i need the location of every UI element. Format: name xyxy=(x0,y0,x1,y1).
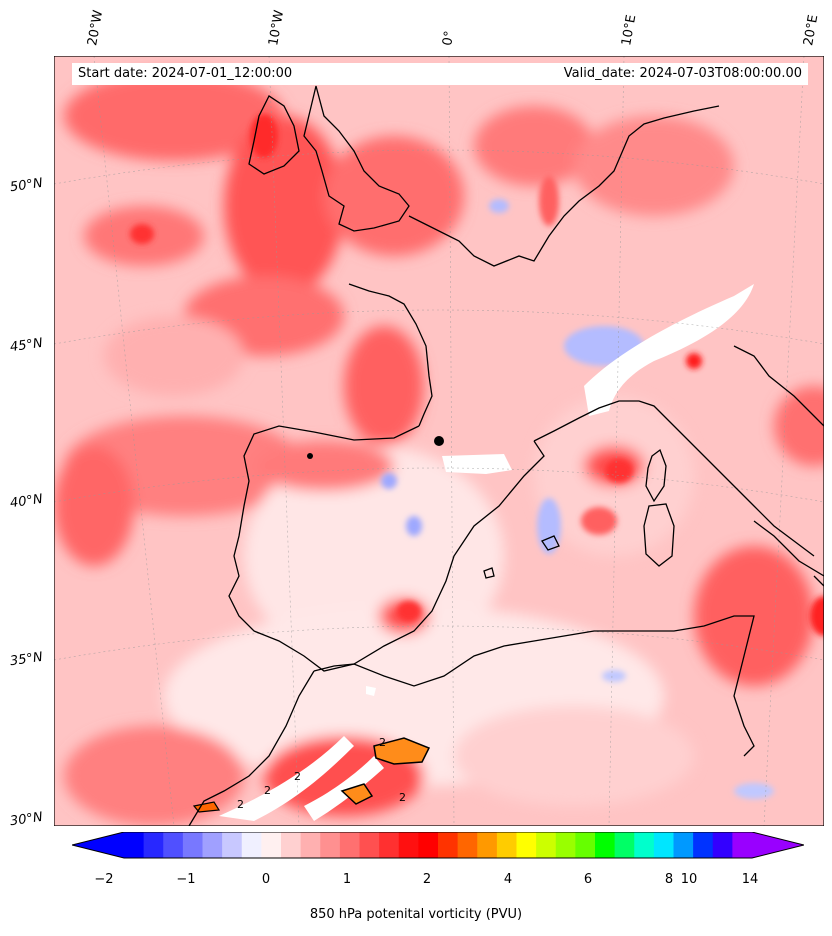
colorbar-segment xyxy=(575,832,596,858)
lon-label-10w: 10°W xyxy=(266,9,288,48)
marker-dot xyxy=(307,453,313,459)
colorbar-segment xyxy=(595,832,616,858)
colorbar-segment xyxy=(614,832,635,858)
coastlines xyxy=(188,85,824,826)
colorbar-segment xyxy=(457,832,478,858)
colorbar-segment xyxy=(339,832,360,858)
colorbar-tick-label: 10 xyxy=(680,872,698,887)
pv-map: 2 2 2 2 2 xyxy=(54,56,824,826)
colorbar-segment xyxy=(182,832,203,858)
colorbar-segment xyxy=(732,832,753,858)
colorbar-extend-min xyxy=(72,832,124,858)
colorbar-tick-label: −1 xyxy=(176,872,196,887)
colorbar-segment xyxy=(359,832,380,858)
colorbar-segment xyxy=(124,832,145,858)
lon-label-10e: 10°E xyxy=(619,13,640,47)
lon-label-20w: 20°W xyxy=(85,9,107,48)
graticule xyxy=(54,56,824,826)
colorbar-tick-label: 8 xyxy=(664,872,674,887)
colorbar-segment xyxy=(673,832,694,858)
marker-dot xyxy=(434,436,444,446)
colorbar xyxy=(72,832,804,859)
colorbar-segment xyxy=(536,832,557,858)
colorbar-segment xyxy=(222,832,243,858)
colorbar-segment xyxy=(379,832,400,858)
colorbar-segment xyxy=(202,832,223,858)
colorbar-segment xyxy=(634,832,655,858)
terrain-mask xyxy=(219,284,754,821)
colorbar-tick-label: 4 xyxy=(503,872,513,887)
contour-label: 2 xyxy=(399,791,406,804)
colorbar-segment xyxy=(418,832,439,858)
negative-pv-patches xyxy=(381,199,774,799)
colorbar-segment xyxy=(712,832,733,858)
lat-label-30n: 30°N xyxy=(9,809,44,830)
colorbar-segment xyxy=(281,832,302,858)
colorbar-tick-label: −2 xyxy=(94,872,114,887)
colorbar-segment xyxy=(438,832,459,858)
colorbar-tick-label: 2 xyxy=(422,872,432,887)
colorbar-tick-label: 6 xyxy=(583,872,593,887)
lat-label-50n: 50°N xyxy=(9,175,44,196)
colorbar-segment xyxy=(653,832,674,858)
colorbar-segment xyxy=(555,832,576,858)
lat-label-35n: 35°N xyxy=(9,649,44,670)
colorbar-label: 850 hPa potenital vorticity (PVU) xyxy=(309,907,523,922)
lat-label-45n: 45°N xyxy=(9,335,44,356)
colorbar-segment xyxy=(320,832,341,858)
colorbar-segment xyxy=(477,832,498,858)
lat-label-40n: 40°N xyxy=(9,491,44,512)
contour-label: 2 xyxy=(264,784,271,797)
colorbar-segment xyxy=(398,832,419,858)
colorbar-tick-label: 0 xyxy=(261,872,271,887)
high-pv-atlas xyxy=(192,737,431,813)
colorbar-segment xyxy=(241,832,262,858)
colorbar-segment xyxy=(300,832,321,858)
contour-label: 2 xyxy=(237,798,244,811)
contour-label: 2 xyxy=(379,736,386,749)
lon-label-0: 0° xyxy=(440,29,458,47)
colorbar-segment xyxy=(163,832,184,858)
colorbar-segment xyxy=(496,832,517,858)
colorbar-extend-max xyxy=(752,832,804,858)
valid-date-label: Valid_date: 2024-07-03T08:00:00.00 xyxy=(472,63,808,85)
lon-label-20e: 20°E xyxy=(801,13,822,47)
contour-label: 2 xyxy=(294,770,301,783)
colorbar-segment xyxy=(693,832,714,858)
contour-labels: 2 2 2 2 2 xyxy=(237,736,406,811)
colorbar-segment xyxy=(261,832,282,858)
colorbar-tick-label: 14 xyxy=(741,872,759,887)
colorbar-tick-label: 1 xyxy=(342,872,352,887)
start-date-label: Start date: 2024-07-01_12:00:00 xyxy=(72,63,478,85)
colorbar-segment xyxy=(516,832,537,858)
colorbar-segment xyxy=(143,832,164,858)
